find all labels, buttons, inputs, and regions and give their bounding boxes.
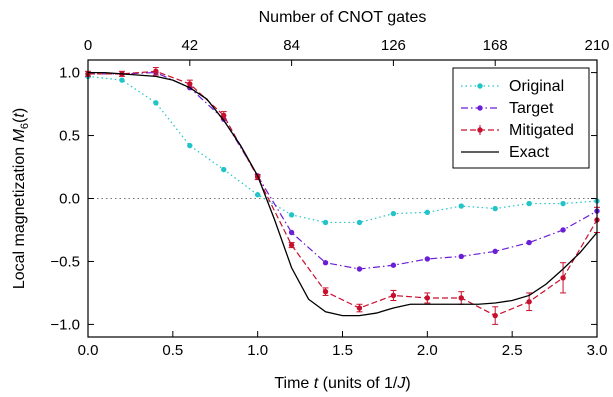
x-axis-title: Time t (units of 1/J): [274, 375, 410, 392]
top-tick-label: 168: [483, 37, 508, 54]
x-tick-label: 0.5: [162, 342, 183, 359]
data-point-original: [492, 205, 498, 212]
top-tick-label: 0: [84, 37, 92, 54]
x-tick-label: 2.0: [417, 342, 438, 359]
y-tick-label: 1.0: [59, 65, 80, 82]
x-tick-label: 1.0: [247, 342, 268, 359]
y-axis-title-part: t: [11, 113, 28, 118]
series-exact: [88, 71, 598, 317]
x-axis-title-part: ): [405, 375, 410, 392]
x-tick-label: 0.0: [78, 342, 99, 359]
data-point-original: [221, 166, 227, 173]
legend-label-original: Original: [509, 78, 564, 95]
data-point-original: [424, 209, 431, 216]
data-point-target: [560, 227, 566, 233]
series-line-target: [88, 71, 598, 270]
data-point-mitigated: [288, 242, 295, 248]
series-group: [85, 67, 600, 325]
data-point-mitigated: [153, 68, 159, 75]
y-tick-label: 0.0: [59, 191, 80, 208]
x-axis-title-part: t: [314, 375, 319, 392]
x-tick-label: 2.5: [502, 342, 523, 359]
top-tick-label: 84: [283, 37, 300, 54]
data-point-original: [560, 200, 566, 207]
data-point-target: [356, 266, 363, 272]
data-point-mitigated: [356, 305, 363, 311]
y-tick-label: −1.0: [50, 316, 80, 333]
data-point-original: [390, 210, 397, 217]
data-point-target: [458, 253, 464, 260]
data-point-target: [390, 262, 397, 268]
y-axis-title-part: (: [11, 117, 28, 123]
top-tick-label: 126: [381, 37, 406, 54]
legend: Original Target Mitigated Exact: [452, 67, 590, 169]
legend-label-mitigated: Mitigated: [509, 122, 574, 139]
data-point-mitigated: [560, 275, 566, 281]
data-point-original: [288, 212, 295, 218]
data-point-original: [254, 192, 261, 198]
data-point-mitigated: [390, 292, 397, 299]
x-axis-title-part: J: [396, 375, 406, 392]
data-point-target: [288, 229, 295, 236]
axes: 0.0 0.5 1.0 1.5 2.0 2.5 3.0 1.0 0.5 0.0 −0.5 −1.0 0 4…: [50, 37, 609, 359]
data-point-original: [458, 203, 464, 209]
data-point-original: [322, 219, 329, 226]
top-tick-label: 210: [584, 37, 609, 54]
data-point-target: [526, 239, 532, 246]
legend-label-target: Target: [509, 100, 554, 117]
data-point-original: [153, 100, 159, 106]
data-point-mitigated: [492, 312, 498, 319]
data-point-target: [492, 248, 498, 255]
data-point-target: [424, 256, 431, 262]
y-axis-title-part: Local magnetization: [11, 142, 28, 289]
data-point-mitigated: [221, 112, 227, 119]
series-original: [85, 73, 600, 226]
legend-marker-target: [477, 105, 483, 111]
legend-marker-original: [477, 83, 483, 89]
top-tick-label: 42: [181, 37, 198, 54]
data-point-mitigated: [526, 299, 532, 305]
x-tick-label: 3.0: [587, 342, 608, 359]
data-point-target: [322, 260, 329, 266]
data-point-original: [119, 77, 125, 83]
data-point-original: [356, 219, 363, 226]
y-tick-label: −0.5: [50, 253, 80, 270]
data-point-mitigated: [458, 295, 464, 301]
data-point-mitigated: [322, 288, 329, 295]
data-point-mitigated: [187, 81, 193, 87]
legend-box: [452, 67, 590, 169]
y-tick-label: 0.5: [59, 128, 80, 145]
data-point-mitigated: [424, 295, 431, 301]
top-axis-title: Number of CNOT gates: [259, 9, 427, 26]
data-point-original: [187, 142, 193, 149]
y-axis-title-part: ): [11, 108, 28, 113]
x-axis-title-part: Time: [274, 375, 313, 392]
plot-frame: [87, 59, 598, 338]
data-point-original: [526, 200, 532, 207]
x-tick-label: 1.5: [332, 342, 353, 359]
series-line-exact: [88, 71, 598, 317]
axis-titles: Number of CNOT gates Time t (units of 1/J…: [11, 9, 426, 392]
x-axis-title-part: (units of 1/: [318, 375, 398, 392]
y-axis-title-part: 6: [19, 123, 31, 129]
y-axis-title: Local magnetization M6(t): [11, 108, 31, 289]
series-line-mitigated: [88, 70, 598, 317]
y-axis-title-part: M: [11, 128, 28, 142]
legend-label-exact: Exact: [509, 144, 550, 161]
series-mitigated: [85, 67, 600, 325]
